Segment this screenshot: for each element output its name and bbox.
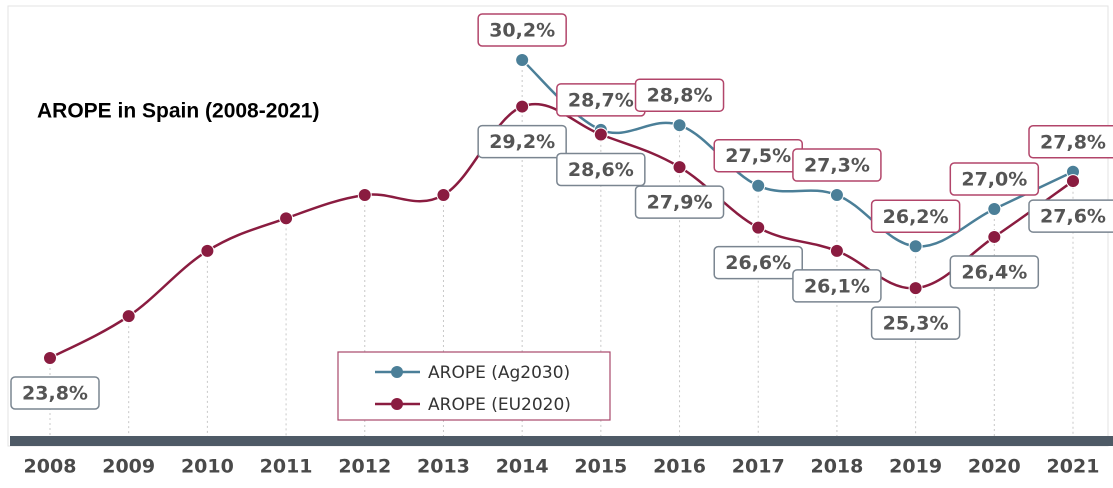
data-point	[121, 309, 136, 324]
x-tick-label: 2019	[889, 456, 942, 478]
x-tick-label: 2009	[102, 456, 155, 478]
label-box	[870, 199, 961, 233]
data-label: 27,6%	[1040, 206, 1106, 228]
data-point	[908, 239, 923, 254]
data-point	[829, 188, 844, 203]
legend-marker	[391, 366, 403, 378]
data-label: 25,3%	[883, 313, 949, 335]
data-point	[672, 160, 687, 175]
data-point	[436, 188, 451, 203]
data-label: 29,2%	[489, 131, 555, 153]
data-point	[672, 118, 687, 133]
label-box	[949, 255, 1040, 289]
x-tick-label: 2012	[338, 456, 391, 478]
x-tick-label: 2020	[968, 456, 1021, 478]
label-box	[870, 306, 961, 340]
data-point	[593, 127, 608, 142]
label-box	[1028, 125, 1113, 159]
legend-label: AROPE (EU2020)	[428, 395, 571, 415]
x-tick-label: 2021	[1047, 456, 1100, 478]
label-box	[1028, 199, 1113, 233]
legend-marker	[391, 398, 403, 410]
data-label: 30,2%	[489, 20, 555, 42]
data-label: 23,8%	[22, 383, 88, 405]
data-point	[515, 99, 530, 114]
data-point	[1066, 174, 1080, 189]
chart-title: AROPE in Spain (2008-2021)	[37, 100, 319, 123]
x-tick-label: 2017	[732, 456, 785, 478]
data-point	[987, 202, 1002, 216]
data-point	[987, 229, 1002, 244]
data-point	[357, 188, 372, 203]
data-label: 27,9%	[647, 192, 713, 214]
x-tick-label: 2008	[24, 456, 77, 478]
legend-label: AROPE (Ag2030)	[428, 363, 570, 383]
x-axis-bar	[10, 436, 1113, 446]
data-point	[279, 211, 294, 226]
data-point	[43, 351, 57, 365]
x-tick-label: 2014	[496, 456, 549, 478]
label-box	[949, 162, 1040, 196]
label-box	[713, 245, 803, 280]
x-tick-label: 2010	[181, 456, 234, 478]
label-box	[477, 13, 567, 47]
data-label: 26,1%	[804, 275, 870, 297]
data-label: 26,4%	[961, 261, 1027, 283]
x-tick-label: 2015	[574, 456, 627, 478]
label-box	[10, 376, 100, 410]
data-label: 27,3%	[804, 155, 870, 177]
data-point	[515, 53, 530, 67]
data-label: 27,5%	[725, 145, 791, 167]
x-tick-label: 2016	[653, 456, 706, 478]
data-point	[829, 243, 844, 258]
x-tick-label: 2011	[260, 456, 313, 478]
x-tick-label: 2013	[417, 456, 470, 478]
label-box	[792, 269, 882, 303]
label-box	[634, 185, 725, 219]
data-label: 27,0%	[961, 169, 1027, 191]
data-point	[751, 220, 766, 235]
data-label: 26,2%	[883, 206, 949, 228]
label-box	[792, 148, 882, 182]
data-label: 28,6%	[568, 159, 634, 181]
label-box	[556, 152, 646, 187]
legend-box	[337, 351, 611, 421]
label-box	[634, 78, 725, 112]
data-label: 26,6%	[725, 252, 791, 274]
data-point	[751, 178, 766, 193]
data-point	[200, 243, 215, 258]
data-label: 28,7%	[568, 89, 634, 111]
label-box	[477, 124, 567, 159]
x-tick-label: 2018	[810, 456, 863, 478]
data-point	[908, 281, 923, 296]
data-label: 28,8%	[647, 85, 713, 107]
data-label: 27,8%	[1040, 131, 1106, 153]
